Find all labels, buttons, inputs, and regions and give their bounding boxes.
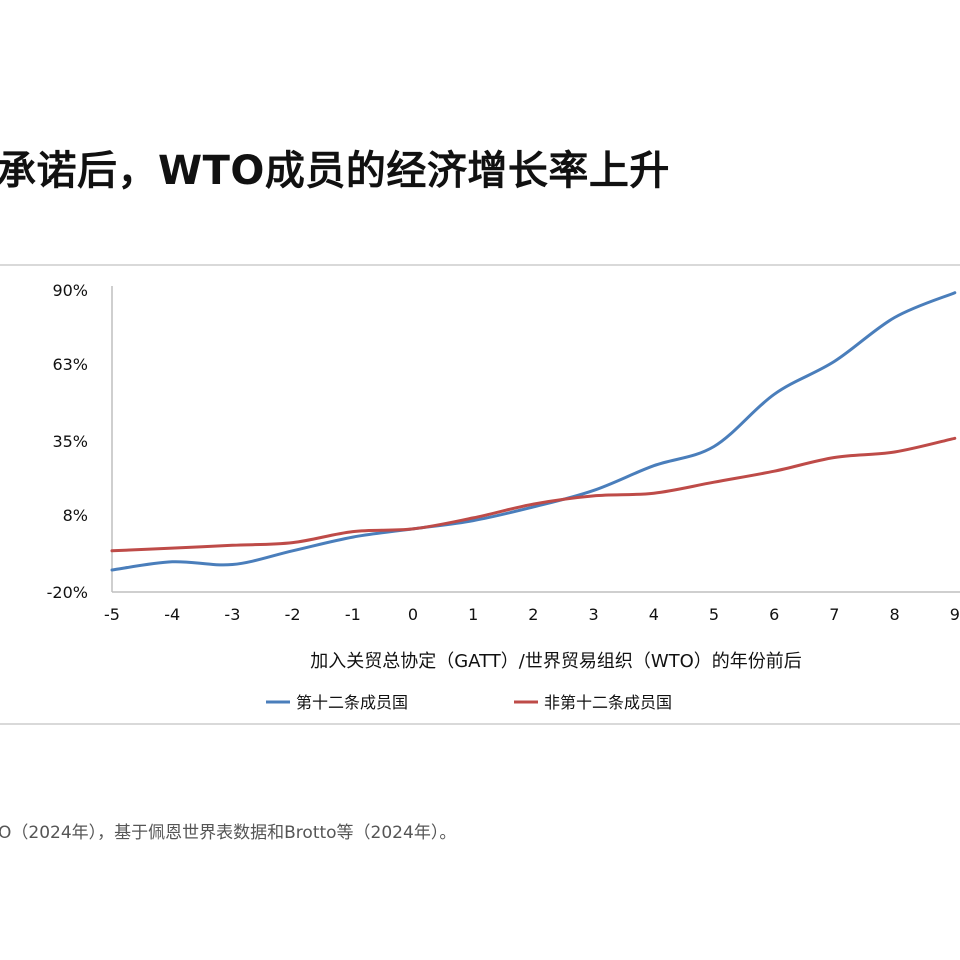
x-tick-label: -2: [285, 605, 301, 624]
y-tick-label: 8%: [63, 506, 88, 525]
x-tick-label: 9: [950, 605, 960, 624]
y-axis-ticks: 90% 63% 35% 8% -20%: [47, 281, 88, 602]
x-tick-label: 6: [769, 605, 779, 624]
x-tick-label: -3: [224, 605, 240, 624]
x-tick-label: 3: [589, 605, 599, 624]
line-chart: 90% 63% 35% 8% -20% -5 -4 -3 -2 -1 0 1 2 3 4 5 6 7 8 9 加入关…: [47, 281, 960, 712]
series-line-art12-members: [110, 291, 957, 572]
x-tick-label: 7: [829, 605, 839, 624]
x-tick-label: 8: [890, 605, 900, 624]
x-tick-label: 1: [468, 605, 478, 624]
x-tick-label: 5: [709, 605, 719, 624]
legend: 第十二条成员国 非第十二条成员国: [266, 693, 672, 712]
x-tick-label: 2: [528, 605, 538, 624]
y-tick-label: 63%: [52, 355, 88, 374]
x-axis-label: 加入关贸总协定（GATT）/世界贸易组织（WTO）的年份前后: [310, 651, 802, 672]
top-divider: [0, 264, 960, 266]
x-tick-label: -1: [345, 605, 361, 624]
y-tick-label: 35%: [52, 432, 88, 451]
series-lines: [110, 291, 957, 572]
legend-label: 第十二条成员国: [296, 693, 408, 712]
chart-area: 90% 63% 35% 8% -20% -5 -4 -3 -2 -1 0 1 2 3 4 5 6 7 8 9 加入关…: [0, 266, 960, 722]
x-axis-ticks: -5 -4 -3 -2 -1 0 1 2 3 4 5 6 7 8 9: [104, 605, 960, 624]
x-tick-label: -4: [164, 605, 180, 624]
series-line-non-art12-members: [110, 436, 957, 553]
legend-label: 非第十二条成员国: [544, 693, 672, 712]
bottom-divider: [0, 723, 960, 725]
source-note: O（2024年），基于佩恩世界表数据和Brotto等（2024年）。: [0, 823, 457, 843]
x-tick-label: 0: [408, 605, 418, 624]
page-title: 承诺后，WTO成员的经济增长率上升: [0, 148, 670, 194]
y-tick-label: -20%: [47, 583, 88, 602]
x-tick-label: -5: [104, 605, 120, 624]
y-tick-label: 90%: [52, 281, 88, 300]
x-tick-label: 4: [649, 605, 659, 624]
